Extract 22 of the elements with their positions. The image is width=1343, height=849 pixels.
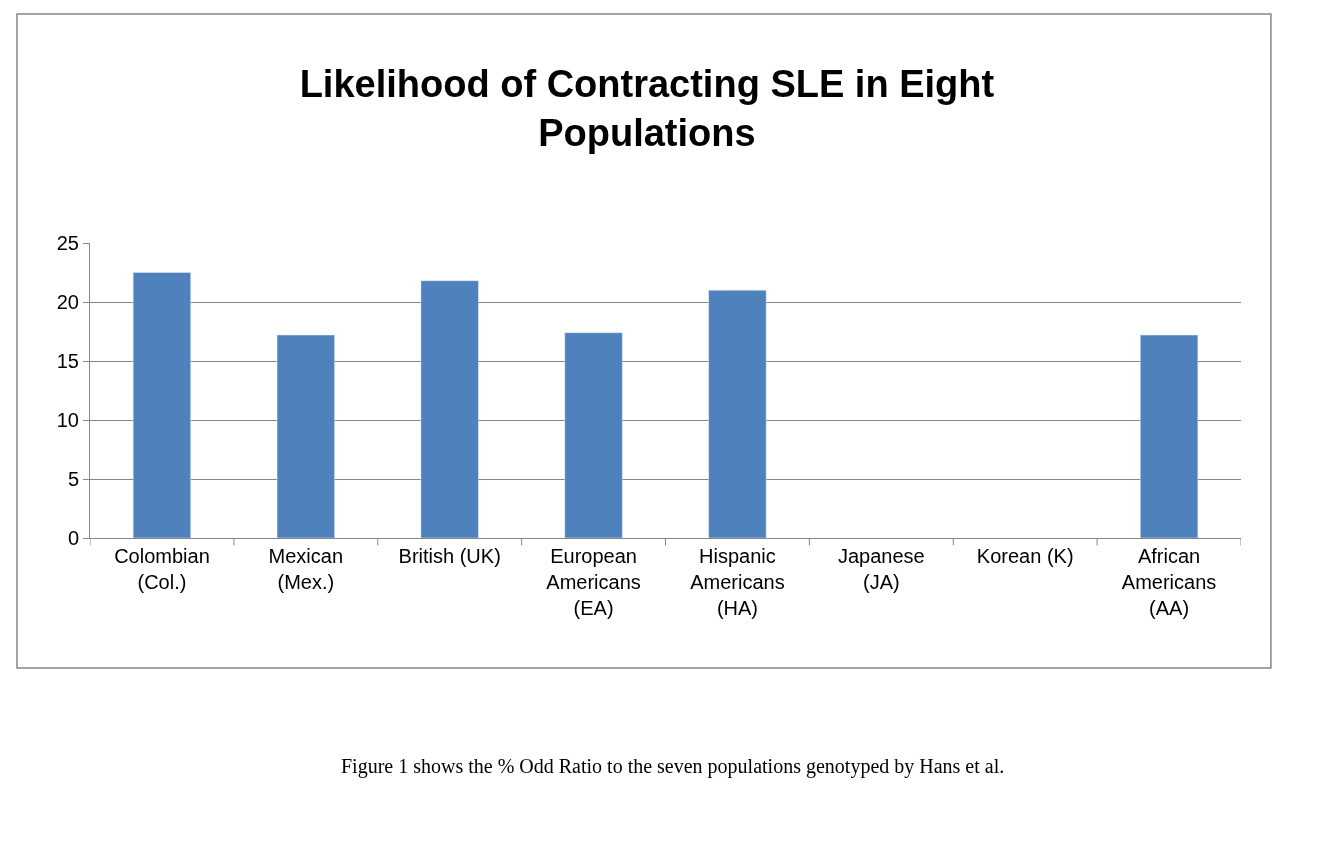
bar [276, 334, 335, 538]
y-tick-label: 5 [67, 468, 79, 490]
chart-title: Likelihood of Contracting SLE in Eight Populations [299, 62, 995, 155]
bar [1140, 334, 1199, 538]
y-tick-label: 15 [56, 350, 79, 372]
caption: Figure 1 shows the % Odd Ratio to the seven populations genotyped by Hans et al. [341, 755, 1005, 778]
bar [564, 332, 623, 538]
y-tick-label: 20 [56, 291, 79, 313]
x-tick-label: Japanese (JA) [837, 545, 925, 593]
x-tick-label: British (UK) [398, 545, 501, 567]
x-tick-label: Mexican (Mex.) [268, 545, 344, 593]
x-tick-label: Hispanic Americans (HA) [690, 545, 785, 619]
x-tick-label: African Americans (AA) [1121, 545, 1217, 619]
bar [708, 289, 767, 538]
x-tick-label: Korean (K) [976, 545, 1074, 567]
bar [420, 280, 479, 538]
bar [132, 272, 191, 538]
y-tick-label: 0 [67, 527, 79, 549]
y-tick-label: 10 [56, 409, 79, 431]
x-tick-label: Colombian (Col.) [114, 545, 210, 593]
x-tick-label: European Americans (EA) [546, 545, 641, 619]
y-tick-label: 25 [56, 232, 79, 254]
